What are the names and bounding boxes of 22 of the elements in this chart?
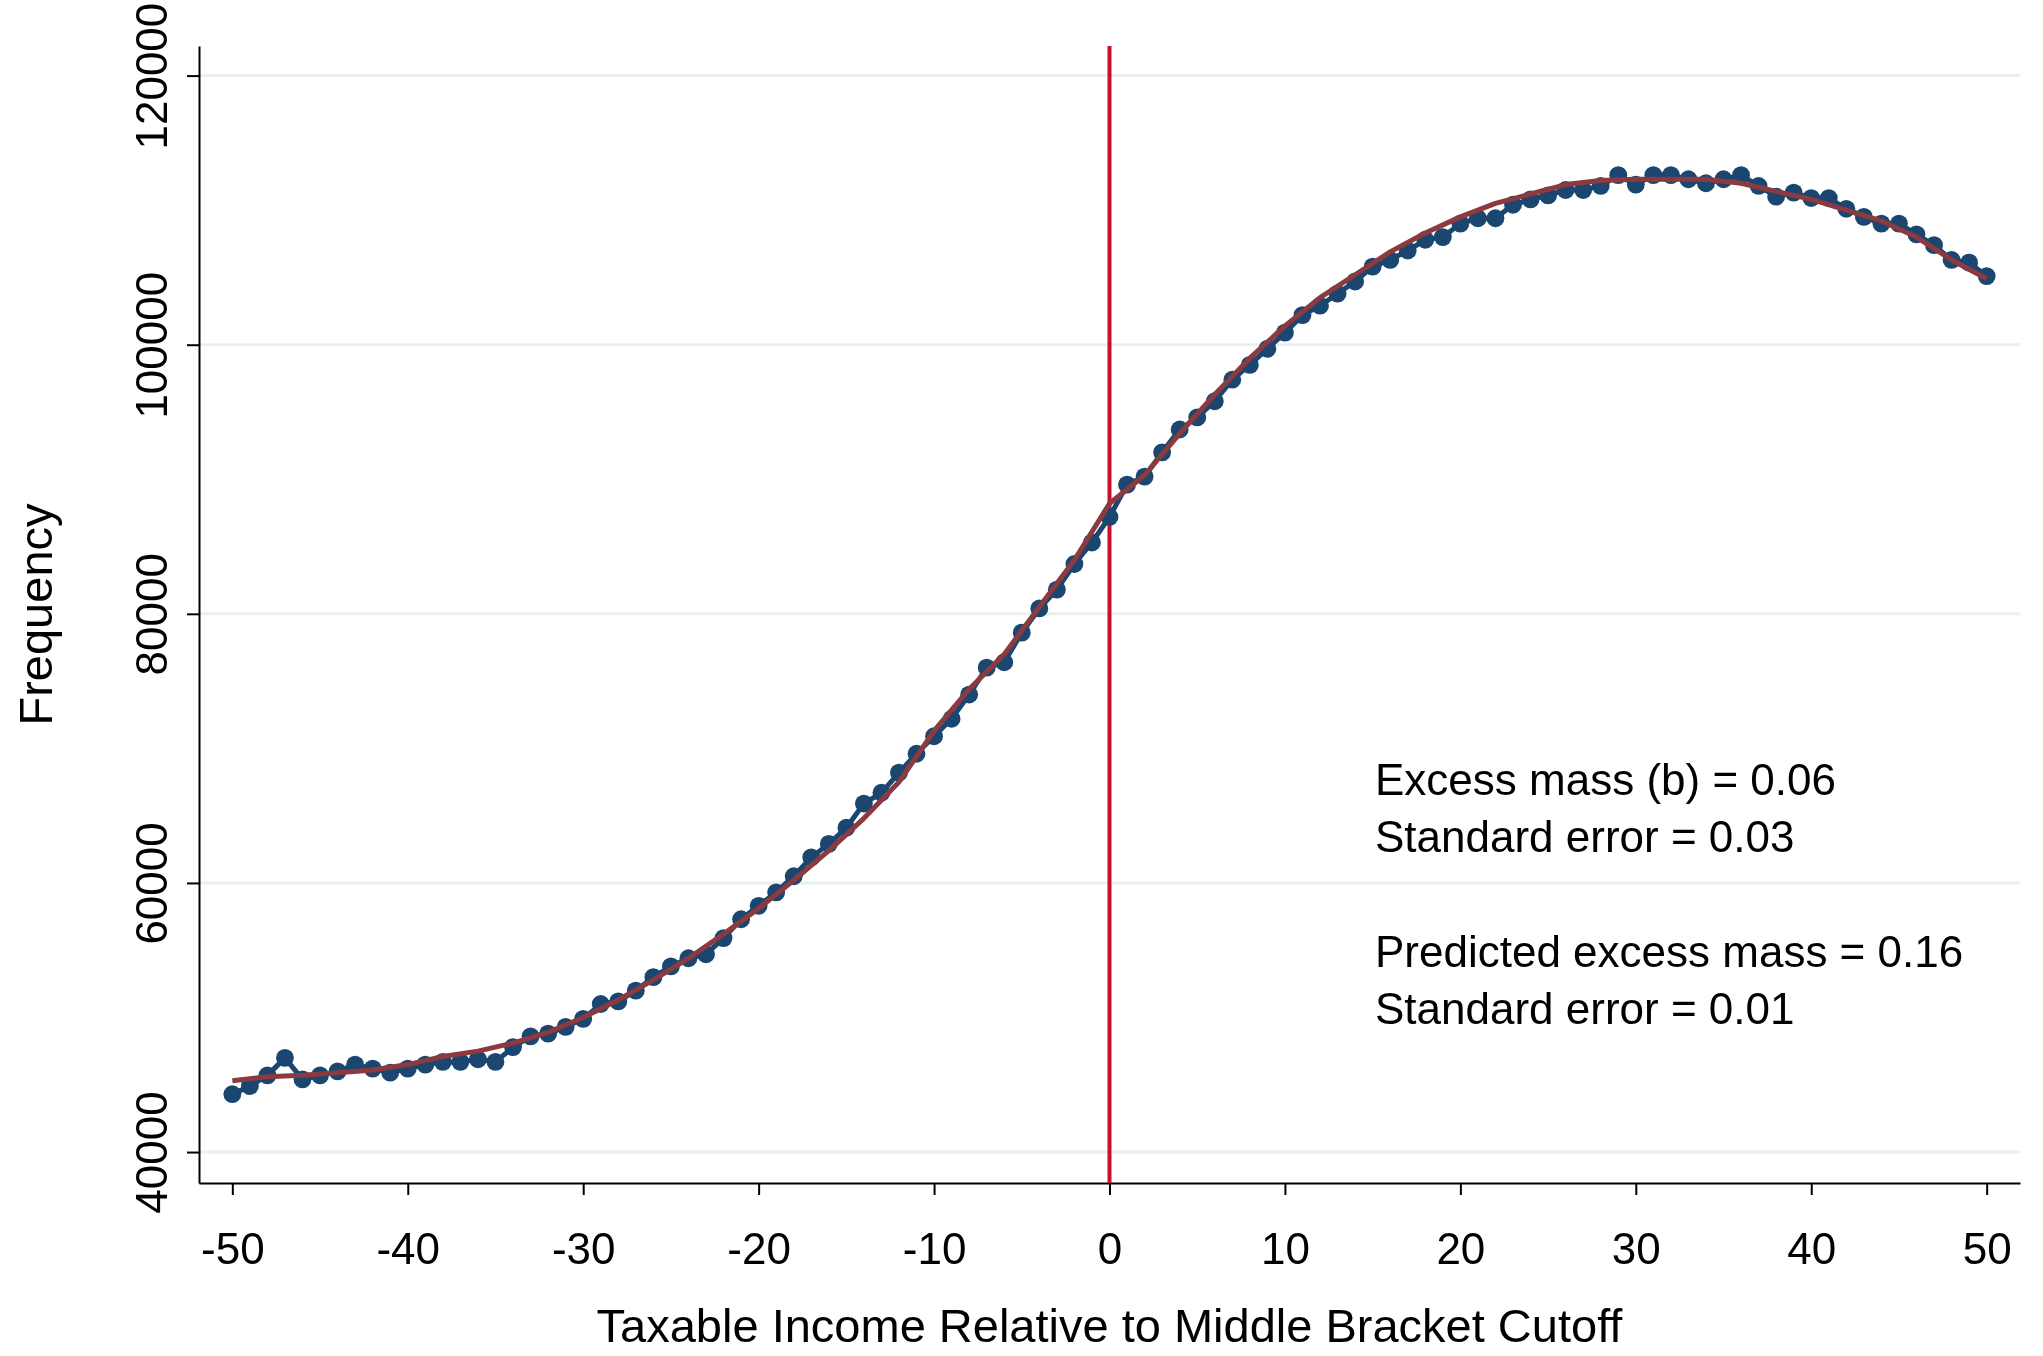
annotation: Standard error = 0.01	[1375, 984, 1795, 1033]
x-tick-label: 30	[1611, 1224, 1661, 1273]
x-tick-label: 10	[1260, 1224, 1310, 1273]
x-tick-label: -40	[376, 1224, 441, 1273]
annotation: Predicted excess mass = 0.16	[1375, 927, 1964, 976]
annotation: Standard error = 0.03	[1375, 812, 1795, 861]
y-tick-label: 80000	[127, 553, 176, 676]
x-tick-label: -30	[551, 1224, 616, 1273]
x-tick-label: 40	[1787, 1224, 1837, 1273]
x-tick-label: 0	[1097, 1224, 1123, 1273]
x-tick-label: -20	[727, 1224, 791, 1273]
y-tick-label: 120000	[127, 2, 176, 150]
y-tick-label: 60000	[127, 822, 176, 945]
x-tick-label: 50	[1962, 1224, 2012, 1273]
y-axis-title: Frequency	[9, 502, 62, 726]
x-axis-title: Taxable Income Relative to Middle Bracket Cutoff	[596, 1299, 1624, 1352]
y-tick-label: 40000	[127, 1091, 176, 1214]
annotation: Excess mass (b) = 0.06	[1375, 755, 1836, 804]
x-tick-label: 20	[1436, 1224, 1486, 1273]
x-tick-label: -10	[902, 1224, 967, 1273]
x-tick-label: -50	[201, 1224, 265, 1273]
y-tick-label: 100000	[127, 271, 176, 419]
